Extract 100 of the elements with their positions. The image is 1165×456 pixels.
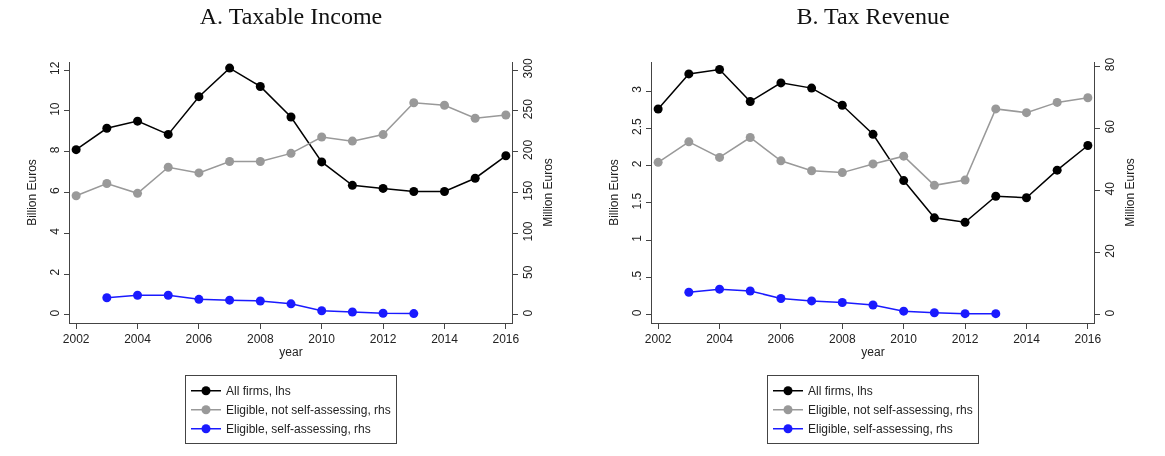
chart-title: B. Tax Revenue: [796, 2, 950, 29]
x-tick-label: 2010: [308, 332, 336, 347]
point: [960, 309, 970, 319]
y2-tick-label: 20: [1103, 243, 1118, 258]
point: [255, 157, 265, 167]
point: [102, 179, 112, 189]
point: [133, 290, 143, 300]
point: [501, 110, 511, 120]
x-tick-label: 2002: [644, 332, 672, 347]
point: [991, 309, 1001, 319]
y-tick-label: 6: [48, 187, 63, 195]
point: [715, 64, 725, 74]
point: [409, 186, 419, 196]
point: [991, 104, 1001, 114]
point: [745, 97, 755, 107]
point: [470, 173, 480, 183]
point: [868, 129, 878, 139]
point: [653, 157, 663, 167]
y-axis-title: Billion Euros: [607, 159, 621, 226]
y2-tick-label: 250: [521, 98, 536, 120]
legend-label: All firms, lhs: [808, 384, 873, 399]
x-tick-label: 2004: [124, 332, 152, 347]
y2-tick-label: 0: [1103, 309, 1118, 317]
point: [317, 132, 327, 142]
x-tick-label: 2014: [431, 332, 459, 347]
point: [102, 123, 112, 133]
x-axis-title: year: [861, 345, 885, 360]
y-tick-label: 0: [630, 309, 645, 317]
point: [317, 306, 327, 316]
point: [1021, 108, 1031, 118]
point: [653, 104, 663, 114]
legend-label: Eligible, not self-assessing, rhs: [808, 403, 973, 418]
point: [225, 157, 235, 167]
point: [286, 299, 296, 309]
point: [133, 116, 143, 126]
point: [409, 98, 419, 108]
x-tick-label: 2012: [951, 332, 979, 347]
point: [868, 159, 878, 169]
point: [807, 83, 817, 93]
point: [684, 137, 694, 147]
x-tick-label: 2008: [828, 332, 856, 347]
point: [225, 295, 235, 305]
point: [715, 152, 725, 162]
point: [347, 136, 357, 146]
point: [1083, 93, 1093, 103]
y-tick-label: 8: [48, 146, 63, 154]
point: [71, 145, 81, 155]
x-tick-label: 2006: [767, 332, 795, 347]
point: [255, 81, 265, 91]
y-tick-label: 0: [48, 309, 63, 317]
point: [929, 308, 939, 318]
point: [378, 308, 388, 318]
point: [1021, 193, 1031, 203]
point: [837, 168, 847, 178]
y-tick-label: 12: [48, 61, 63, 76]
point: [378, 183, 388, 193]
point: [868, 300, 878, 310]
point: [991, 191, 1001, 201]
point: [133, 188, 143, 198]
y-tick-label: 2.5: [630, 117, 645, 135]
point: [960, 217, 970, 227]
point: [745, 133, 755, 142]
point: [684, 69, 694, 79]
point: [102, 293, 112, 303]
x-tick-label: 2010: [890, 332, 918, 347]
x-tick-label: 2004: [706, 332, 734, 347]
x-tick-label: 2006: [185, 332, 213, 347]
y2-tick-label: 100: [521, 221, 536, 242]
legend-label: Eligible, self-assessing, rhs: [808, 422, 953, 437]
y-tick-label: 1.5: [630, 192, 645, 210]
point: [347, 307, 357, 317]
point: [286, 148, 296, 158]
point: [1052, 165, 1062, 175]
point: [71, 191, 81, 201]
y-tick-label: 10: [48, 102, 63, 116]
point: [1083, 141, 1093, 151]
y-tick-label: .5: [630, 270, 645, 281]
point: [225, 63, 235, 73]
point: [899, 306, 909, 316]
point: [255, 296, 265, 306]
y2-tick-label: 300: [521, 58, 536, 79]
point: [837, 100, 847, 110]
point: [929, 180, 939, 190]
point: [899, 176, 909, 186]
legend-label: Eligible, self-assessing, rhs: [226, 422, 371, 437]
point: [1052, 97, 1062, 107]
y2-tick-label: 80: [1103, 57, 1118, 72]
legend-label: Eligible, not self-assessing, rhs: [226, 403, 391, 418]
point: [439, 186, 449, 196]
x-tick-label: 2008: [246, 332, 274, 347]
point: [286, 112, 296, 122]
point: [163, 162, 173, 172]
point: [899, 151, 909, 161]
y2-axis-title: Million Euros: [1123, 158, 1137, 227]
y2-tick-label: 50: [521, 265, 536, 279]
y2-tick-label: 150: [521, 180, 536, 201]
x-tick-label: 2002: [62, 332, 90, 347]
point: [194, 294, 204, 304]
point: [501, 151, 511, 161]
y2-tick-label: 60: [1103, 119, 1118, 134]
